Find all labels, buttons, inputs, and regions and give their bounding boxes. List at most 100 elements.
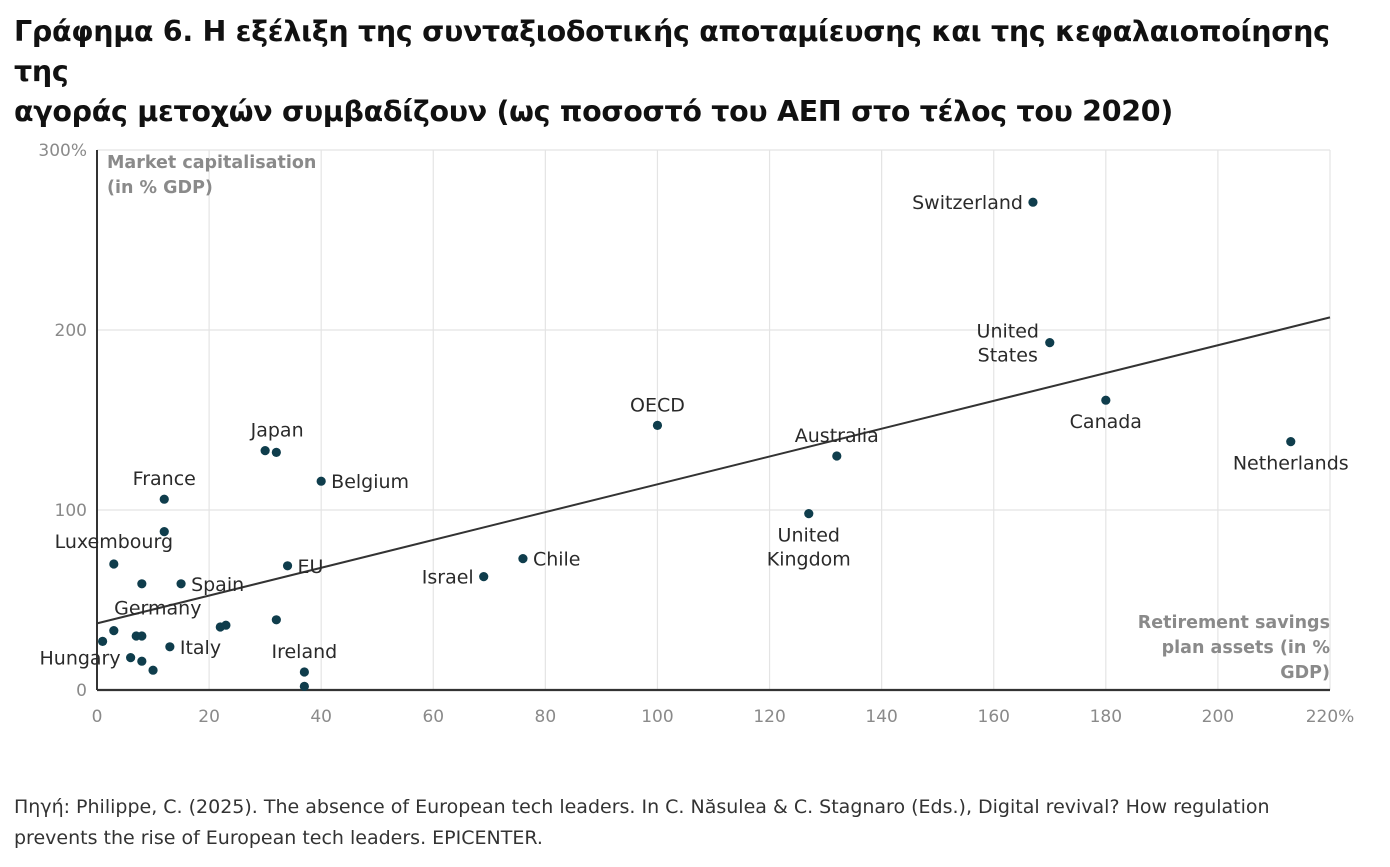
data-point-eu: [282, 561, 293, 571]
data-point-united-states: [1045, 338, 1055, 348]
data-point: [271, 615, 281, 625]
x-axis-title: GDP): [1280, 663, 1330, 683]
point-label-line: Belgium: [331, 471, 409, 493]
source-note: Πηγή: Philippe, C. (2025). The absence o…: [14, 792, 1384, 854]
data-point-luxembourg: [109, 559, 119, 569]
data-point: [137, 631, 147, 641]
x-tick-label: 220%: [1306, 707, 1355, 727]
point-label-belgium: Belgium: [331, 471, 409, 493]
y-axis-title: (in % GDP): [107, 178, 213, 198]
point-label-line: United: [977, 321, 1039, 343]
x-tick-label: 160: [978, 707, 1010, 727]
x-tick-label: 80: [535, 707, 557, 727]
y-axis-title: Market capitalisation: [107, 153, 316, 173]
x-tick-label: 120: [753, 707, 785, 727]
y-tick-label: 200: [55, 321, 87, 341]
data-point: [137, 656, 147, 666]
data-point-japan: [260, 446, 270, 456]
data-point-israel: [479, 572, 489, 582]
x-tick-label: 180: [1090, 707, 1122, 727]
point-label-line: Ireland: [272, 641, 338, 663]
point-label-line: Australia: [795, 425, 879, 447]
point-label-line: Spain: [191, 574, 244, 596]
point-label-line: Netherlands: [1233, 453, 1349, 475]
source-line-2: prevents the rise of European tech leade…: [14, 827, 543, 849]
point-label-canada: Canada: [1070, 411, 1142, 433]
data-point-belgium: [316, 476, 326, 486]
point-label-line: Kingdom: [767, 549, 851, 571]
x-tick-label: 200: [1202, 707, 1234, 727]
point-label-line: Japan: [250, 420, 304, 442]
axis-titles: Market capitalisation (in % GDP) Retiremen…: [107, 153, 1330, 683]
point-label-line: France: [133, 468, 196, 490]
point-label-line: Luxembourg: [55, 531, 173, 553]
data-point: [221, 620, 231, 630]
data-point: [271, 447, 281, 457]
point-label-line: States: [978, 345, 1038, 367]
trendline-group: [96, 316, 1331, 625]
point-label-line: Chile: [533, 549, 581, 571]
data-point: [299, 681, 309, 692]
point-label-spain: Spain: [191, 574, 244, 596]
grid-lines: [97, 149, 1331, 690]
point-label-line: Switzerland: [912, 192, 1023, 214]
x-tick-label: 40: [310, 707, 332, 727]
trendline: [96, 316, 1331, 625]
x-tick-label: 100: [641, 707, 673, 727]
data-point-spain: [176, 579, 186, 589]
data-point: [137, 579, 147, 589]
scatter-chart: 0 20 40 60 80 100 120 140 160 180 200 220% 0 100 200 30…: [38, 141, 1354, 727]
point-label-line: Israel: [422, 567, 474, 589]
data-point-france: [159, 494, 169, 504]
x-axis-title: plan assets (in %: [1162, 638, 1330, 658]
y-tick-label: 0: [76, 681, 87, 701]
data-point-united-kingdom: [804, 508, 814, 519]
chart-title: Γράφημα 6. Η εξέλιξη της συνταξιοδοτικής…: [14, 12, 1374, 132]
point-label-line: Italy: [180, 637, 221, 659]
x-tick-label: 0: [92, 707, 103, 727]
source-line-1: Πηγή: Philippe, C. (2025). The absence o…: [14, 796, 1270, 818]
point-label-united-states: United States: [977, 321, 1039, 367]
chart-title-line-2: αγοράς μετοχών συμβαδίζουν (ως ποσοστό τ…: [14, 95, 1174, 128]
data-point-oecd: [652, 420, 663, 430]
point-label-ireland: Ireland: [272, 641, 338, 663]
x-tick-label: 140: [865, 707, 897, 727]
point-label-line: Canada: [1070, 411, 1142, 433]
x-axis-title: Retirement savings: [1138, 613, 1330, 633]
data-point: [98, 636, 108, 647]
point-label-israel: Israel: [422, 567, 474, 589]
point-label-chile: Chile: [533, 549, 581, 571]
data-point-australia: [832, 451, 842, 461]
data-point-canada: [1101, 395, 1111, 405]
point-label-germany: Germany: [114, 598, 201, 620]
point-label-netherlands: Netherlands: [1233, 453, 1349, 475]
point-label-switzerland: Switzerland: [912, 192, 1023, 214]
data-point-netherlands: [1286, 437, 1296, 447]
point-label-line: Hungary: [39, 648, 120, 670]
data-points: [98, 197, 1296, 692]
data-point-italy: [165, 642, 175, 652]
data-point-ireland: [299, 667, 309, 677]
y-tick-label: 100: [55, 501, 87, 521]
point-label-line: OECD: [630, 394, 685, 416]
point-label-italy: Italy: [180, 637, 221, 659]
point-label-luxembourg: Luxembourg: [55, 531, 173, 553]
chart-title-line-1: Γράφημα 6. Η εξέλιξη της συνταξιοδοτικής…: [14, 15, 1330, 88]
point-label-oecd: OECD: [630, 394, 685, 416]
data-point-switzerland: [1028, 197, 1038, 207]
point-label-line: EU: [298, 556, 324, 578]
x-tick-label: 60: [422, 707, 444, 727]
point-label-eu: EU: [298, 556, 324, 578]
y-tick-label: 300%: [38, 141, 87, 161]
point-label-france: France: [133, 468, 196, 490]
point-label-japan: Japan: [250, 420, 304, 442]
point-label-australia: Australia: [795, 425, 879, 447]
point-label-line: Germany: [114, 598, 201, 620]
point-label-hungary: Hungary: [39, 648, 120, 670]
data-point: [159, 527, 169, 537]
point-label-united-kingdom: United Kingdom: [767, 525, 851, 571]
point-label-line: United: [778, 525, 840, 547]
tick-labels: 0 20 40 60 80 100 120 140 160 180 200 220% 0 100 200 30…: [38, 141, 1354, 727]
data-point-germany: [109, 626, 119, 636]
